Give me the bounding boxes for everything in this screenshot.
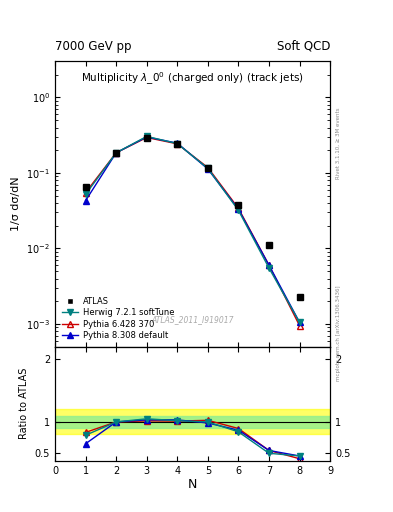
Text: Soft QCD: Soft QCD — [277, 40, 330, 53]
Text: Rivet 3.1.10, ≥ 3M events: Rivet 3.1.10, ≥ 3M events — [336, 108, 341, 179]
Y-axis label: Ratio to ATLAS: Ratio to ATLAS — [19, 368, 29, 439]
X-axis label: N: N — [188, 478, 197, 492]
Bar — [55, 410, 330, 435]
Text: ATLAS_2011_I919017: ATLAS_2011_I919017 — [151, 315, 234, 324]
Y-axis label: 1/σ dσ/dN: 1/σ dσ/dN — [11, 177, 20, 231]
Text: 7000 GeV pp: 7000 GeV pp — [55, 40, 132, 53]
Text: mcplots.cern.ch [arXiv:1306.3436]: mcplots.cern.ch [arXiv:1306.3436] — [336, 285, 341, 380]
Legend: ATLAS, Herwig 7.2.1 softTune, Pythia 6.428 370, Pythia 8.308 default: ATLAS, Herwig 7.2.1 softTune, Pythia 6.4… — [59, 294, 176, 343]
Bar — [55, 416, 330, 428]
Text: Multiplicity $\lambda\_0^0$ (charged only) (track jets): Multiplicity $\lambda\_0^0$ (charged onl… — [81, 70, 304, 87]
